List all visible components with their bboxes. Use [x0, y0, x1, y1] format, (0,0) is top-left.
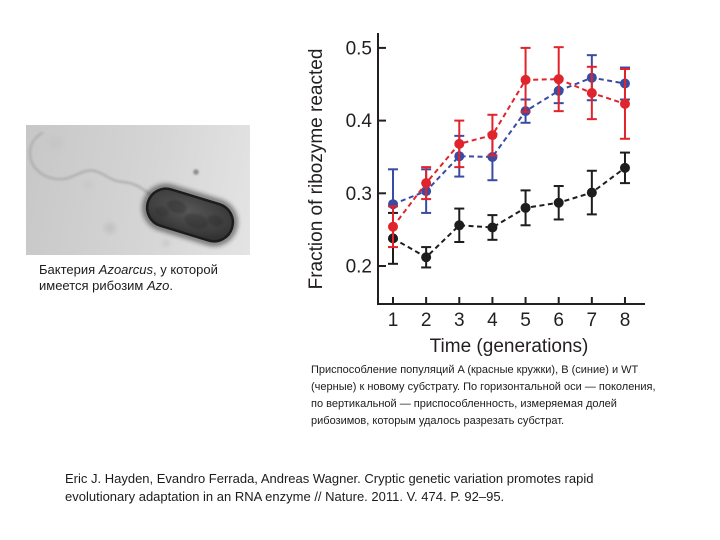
- caption-ribozyme-name: Azo: [146, 278, 170, 293]
- data-point: [553, 74, 564, 85]
- data-point: [520, 202, 531, 213]
- micrograph-caption: Бактерия Azoarcus, у которой имеется риб…: [39, 262, 218, 294]
- data-point: [421, 252, 432, 263]
- caption-text: имеется рибозим: [39, 278, 147, 293]
- flagellum: [28, 131, 154, 198]
- x-axis-title: Time (generations): [430, 336, 589, 357]
- background-blob: [83, 180, 93, 190]
- y-tick-label: 0.3: [346, 184, 372, 205]
- data-point: [619, 98, 630, 109]
- cell-halo: [142, 183, 238, 247]
- background-blob: [162, 239, 170, 247]
- x-tick-label: 1: [388, 310, 399, 331]
- caption-text: , у которой: [152, 262, 218, 277]
- figure-caption: Приспособление популяций A (красные круж…: [311, 362, 656, 430]
- chart-axes: 0.2 0.3 0.4 0.5 1 2 3 4 5 6 7 8 Time (generations) Fr…: [306, 33, 645, 357]
- citation: Eric J. Hayden, Evandro Ferrada, Andreas…: [65, 470, 593, 506]
- data-point: [487, 222, 498, 233]
- cell-texture: [207, 215, 224, 227]
- y-axis-title: Fraction of ribozyme reacted: [306, 49, 327, 290]
- x-tick-label: 5: [520, 310, 531, 331]
- data-point: [553, 197, 564, 208]
- data-point: [520, 74, 531, 85]
- figure-caption-line: Приспособление популяций A (красные круж…: [311, 364, 639, 376]
- background-blob: [104, 222, 116, 234]
- series-B: [388, 54, 630, 241]
- caption-species-name: Azoarcus: [98, 262, 153, 277]
- figure-caption-line: по вертикальной — приспособленность, изм…: [311, 398, 617, 410]
- caption-text: Бактерия: [39, 262, 99, 277]
- micrograph-art: [28, 131, 238, 247]
- y-tick-label: 0.5: [346, 38, 372, 59]
- adaptation-chart: 0.2 0.3 0.4 0.5 1 2 3 4 5 6 7 8 Time (generations) Fr…: [306, 33, 645, 357]
- micrograph-caption-line: имеется рибозим Azo.: [39, 278, 218, 294]
- data-point: [388, 221, 398, 232]
- x-tick-label: 6: [553, 310, 564, 331]
- series-A: [388, 46, 630, 249]
- series-WT: [388, 151, 630, 269]
- figure-caption-line: рибозимов, которым удалось разрезать суб…: [311, 415, 565, 427]
- citation-line: evolutionary adaptation in an RNA enzyme…: [65, 489, 505, 504]
- background-blob: [49, 136, 63, 150]
- caption-text: .: [169, 278, 174, 293]
- series-line: [392, 78, 626, 228]
- x-tick-label: 3: [454, 310, 465, 331]
- cell-texture: [154, 206, 169, 217]
- bacteria-micrograph: [26, 125, 250, 255]
- data-point: [454, 138, 465, 149]
- data-point: [586, 187, 597, 198]
- debris-dot: [193, 169, 199, 175]
- data-point: [421, 178, 432, 189]
- cell-texture: [167, 200, 187, 214]
- data-point: [619, 162, 630, 173]
- micrograph-caption-line: Бактерия Azoarcus, у которой: [39, 262, 218, 278]
- x-tick-label: 7: [587, 310, 598, 331]
- x-tick-label: 4: [487, 310, 498, 331]
- x-tick-label: 8: [620, 310, 631, 331]
- data-point: [487, 130, 498, 141]
- y-tick-label: 0.2: [346, 257, 372, 278]
- citation-line: Eric J. Hayden, Evandro Ferrada, Andreas…: [65, 471, 594, 486]
- cell-texture: [184, 213, 209, 229]
- data-point: [454, 220, 465, 231]
- figure-caption-line: (черные) к новому субстрату. По горизонт…: [311, 381, 656, 393]
- bacterium-cell: [142, 183, 238, 247]
- data-point: [586, 87, 597, 98]
- series-line: [392, 76, 626, 206]
- data-point: [487, 151, 498, 162]
- series-line: [392, 167, 626, 259]
- x-tick-label: 2: [421, 310, 432, 331]
- y-tick-label: 0.4: [346, 111, 373, 132]
